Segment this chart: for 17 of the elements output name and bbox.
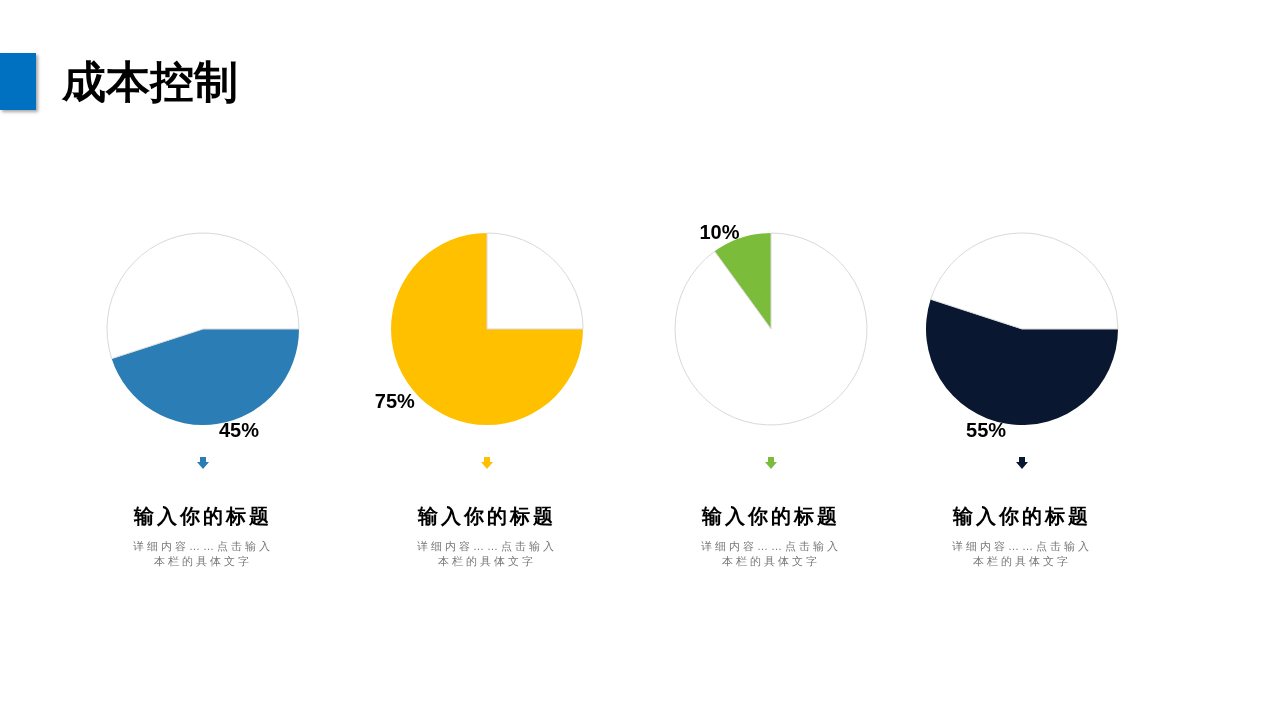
text: 本栏的具体文字 [153, 554, 253, 569]
text: 输入你的标题 [132, 504, 273, 529]
text: 输入你的标题 [416, 504, 557, 529]
text: 详细内容……点击输入 [700, 539, 842, 554]
text: 详细内容……点击输入 [951, 539, 1093, 554]
text: 详细内容……点击输入 [132, 539, 274, 554]
text: 输入你的标题 [951, 504, 1092, 529]
text: 本栏的具体文字 [437, 554, 537, 569]
data-label: 75% [374, 390, 416, 413]
data-label: 55% [966, 418, 1007, 441]
data-label: 45% [218, 418, 260, 441]
data-label: 10% [699, 220, 740, 243]
text: 输入你的标题 [700, 504, 841, 529]
text: 详细内容……点击输入 [416, 539, 558, 554]
text: 本栏的具体文字 [972, 554, 1072, 569]
text: 本栏的具体文字 [721, 554, 821, 569]
text: 成本控制 [62, 56, 238, 108]
